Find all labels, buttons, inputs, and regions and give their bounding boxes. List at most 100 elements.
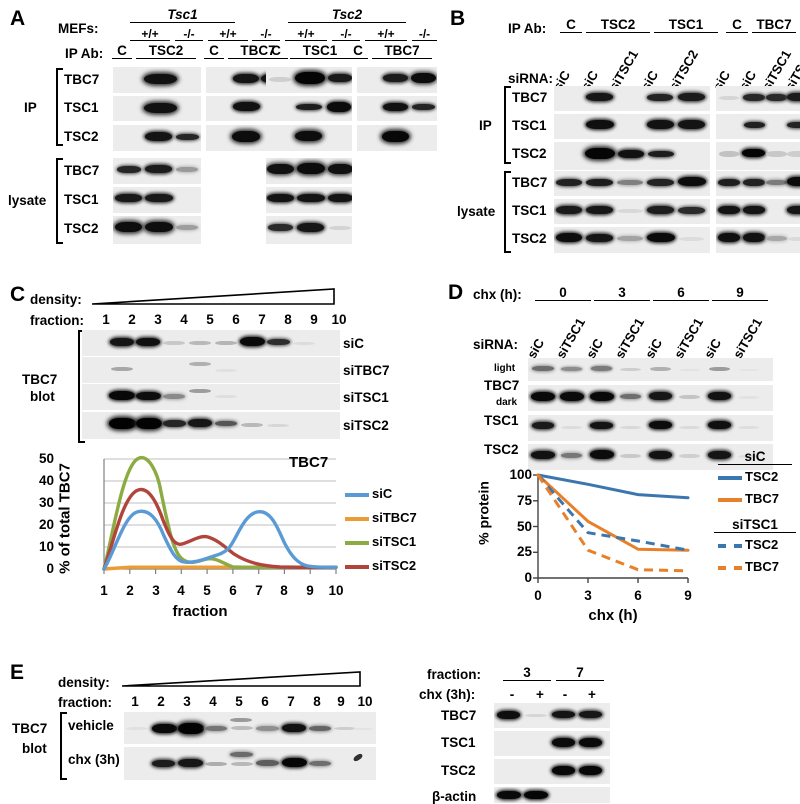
blot-strip bbox=[113, 187, 201, 213]
panel-c-xlabel: fraction bbox=[172, 603, 228, 620]
blot-strip bbox=[494, 787, 610, 803]
panel-e-right-chx-3: + bbox=[588, 687, 596, 702]
panel-b-ipab-4: TBC7 bbox=[752, 18, 796, 33]
panel-d-chx-time-9: 9 bbox=[712, 286, 768, 301]
panel-c-fraction-label: fraction: bbox=[30, 313, 84, 328]
blot-strip bbox=[357, 125, 437, 151]
panel-b-ipab-2: TSC1 bbox=[654, 18, 718, 33]
panel-c-blot-row-label-2: siTSC1 bbox=[343, 390, 389, 405]
legend-swatch-sitsc1-tbc7 bbox=[718, 565, 742, 570]
panel-a-ip-row-label-1: TSC1 bbox=[64, 100, 99, 115]
panel-d-xtick-3: 3 bbox=[584, 588, 592, 603]
panel-a-mefs-label: MEFs: bbox=[58, 21, 99, 36]
blot-strip bbox=[357, 67, 437, 93]
panel-a-ipab-5: TSC1 bbox=[290, 44, 350, 59]
panel-d-chx-time-3: 3 bbox=[594, 286, 650, 301]
panel-b-letter: B bbox=[450, 7, 466, 30]
panel-d-chx-time-0: 0 bbox=[535, 286, 591, 301]
panel-b-ip-row-label-0: TBC7 bbox=[512, 90, 548, 105]
panel-c-fraction-1: 1 bbox=[102, 312, 110, 327]
blot-strip bbox=[113, 67, 201, 93]
legend-swatch-sitsc2 bbox=[345, 564, 369, 569]
legend-item-sic-tsc2: TSC2 bbox=[718, 470, 778, 483]
panel-e-fraction-3: 3 bbox=[183, 694, 191, 709]
panel-e-fraction-4: 4 bbox=[209, 694, 217, 709]
panel-b-ip-row-label-2: TSC2 bbox=[512, 146, 547, 161]
panel-a-genotype-4: +/+ bbox=[285, 28, 327, 41]
panel-c-blot-row-label-1: siTBC7 bbox=[343, 363, 390, 378]
panel-e-right-row-label-0: TBC7 bbox=[441, 708, 477, 723]
panel-c-xtick-10: 10 bbox=[328, 583, 344, 598]
panel-d-ytick-50: 50 bbox=[516, 519, 532, 534]
panel-a-ipab-label: IP Ab: bbox=[65, 46, 104, 61]
legend-swatch-sitsc1-tsc2 bbox=[718, 543, 742, 548]
panel-d-sirna-5: siTSC1 bbox=[671, 315, 707, 361]
panel-d-xlabel: chx (h) bbox=[588, 607, 638, 624]
panel-a-genotype-header-tsc2: Tsc2 bbox=[288, 8, 406, 23]
panel-e-fraction-6: 6 bbox=[261, 694, 269, 709]
panel-a-ipab-0: C bbox=[112, 44, 132, 59]
panel-e-fraction-9: 9 bbox=[337, 694, 345, 709]
blot-strip bbox=[266, 216, 352, 244]
panel-e-blot-label-line1: TBC7 bbox=[12, 721, 48, 736]
blot-strip bbox=[357, 96, 437, 121]
panel-e-right-row-label-1: TSC1 bbox=[441, 735, 476, 750]
panel-c-fraction-4: 4 bbox=[180, 312, 188, 327]
blot-strip bbox=[113, 216, 201, 244]
panel-a-ipab-7: TBC7 bbox=[372, 44, 432, 59]
panel-c-ytick-50: 50 bbox=[38, 451, 54, 466]
panel-d-chx-label: chx (h): bbox=[473, 287, 522, 302]
panel-c-xtick-9: 9 bbox=[306, 583, 314, 598]
blot-strip bbox=[82, 357, 340, 383]
legend-item-sitbc7: siTBC7 bbox=[345, 511, 417, 524]
panel-e-letter: E bbox=[10, 661, 25, 684]
panel-e-density-label: density: bbox=[58, 675, 110, 690]
blot-strip bbox=[528, 444, 773, 470]
panel-e-right-fraction-label: fraction: bbox=[427, 667, 481, 682]
blot-strip bbox=[82, 330, 340, 356]
panel-e-blot-row-label-0: vehicle bbox=[68, 718, 114, 733]
panel-c-ytick-40: 40 bbox=[38, 473, 54, 488]
blot-strip bbox=[554, 227, 710, 253]
legend-item-sitsc1: siTSC1 bbox=[345, 535, 416, 548]
legend-swatch-sic-tsc2 bbox=[718, 475, 742, 480]
legend-item-sic: siC bbox=[345, 487, 392, 500]
panel-d-ytick-0: 0 bbox=[524, 570, 532, 585]
panel-a-letter: A bbox=[10, 7, 26, 30]
blot-strip bbox=[716, 199, 800, 224]
panel-e-fraction-1: 1 bbox=[131, 694, 139, 709]
panel-a-lysate-row-label-0: TBC7 bbox=[64, 163, 100, 178]
panel-e-blot-row-label-1: chx (3h) bbox=[68, 752, 120, 767]
panel-e-right-fraction-3: 3 bbox=[503, 666, 551, 681]
panel-d-dark-label: dark bbox=[496, 397, 518, 408]
panel-c-xtick-6: 6 bbox=[229, 583, 237, 598]
panel-c-xtick-7: 7 bbox=[255, 583, 263, 598]
blot-strip bbox=[528, 415, 773, 441]
blot-strip bbox=[113, 125, 201, 151]
legend-swatch-sic bbox=[345, 492, 369, 497]
blot-strip bbox=[124, 712, 376, 744]
panel-a-ip-label: IP bbox=[24, 100, 37, 115]
panel-d-ytick-75: 75 bbox=[516, 493, 532, 508]
panel-d-xtick-9: 9 bbox=[684, 588, 692, 603]
panel-a-lysate-row-label-1: TSC1 bbox=[64, 192, 99, 207]
blot-strip bbox=[266, 125, 352, 151]
panel-d-ylabel: % protein bbox=[475, 481, 492, 545]
panel-a-ipab-3: TBC7 bbox=[228, 44, 288, 59]
panel-c-ytick-30: 30 bbox=[38, 495, 54, 510]
panel-c-blot-row-label-0: siC bbox=[343, 336, 365, 351]
blot-strip bbox=[124, 747, 376, 780]
density-gradient-wedge bbox=[92, 288, 335, 305]
panel-a-genotype-1: -/- bbox=[175, 28, 203, 41]
panel-d-legend-group-sic: siC bbox=[718, 450, 792, 465]
panel-b-lysate-bracket bbox=[504, 171, 511, 253]
panel-a-ip-row-label-0: TBC7 bbox=[64, 72, 100, 87]
panel-e-right-row-label-3: β-actin bbox=[432, 789, 477, 804]
blot-strip bbox=[494, 759, 610, 784]
panel-c-fraction-3: 3 bbox=[154, 312, 162, 327]
panel-c-density-label: density: bbox=[30, 292, 82, 307]
panel-a-lysate-label: lysate bbox=[8, 193, 47, 208]
panel-a-genotype-header-tsc1: Tsc1 bbox=[130, 8, 235, 23]
panel-e-blot-label-line2: blot bbox=[22, 741, 47, 756]
blot-strip bbox=[82, 412, 340, 439]
